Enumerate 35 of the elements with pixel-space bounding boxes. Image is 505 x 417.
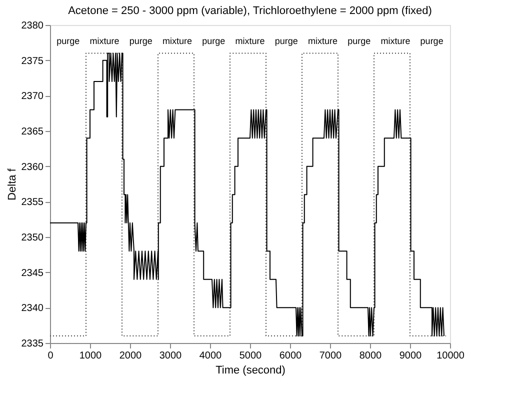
y-tick-label: 2375: [21, 56, 44, 67]
annotation: mixture: [308, 36, 338, 46]
y-tick-label: 2370: [21, 91, 44, 102]
x-axis-title: Time (second): [216, 364, 286, 376]
x-tick-label: 3000: [159, 350, 182, 362]
annotation: mixture: [90, 36, 120, 46]
x-tick-label: 4000: [199, 350, 222, 362]
x-tick-label: 6000: [279, 350, 302, 362]
y-tick-label: 2350: [21, 232, 44, 244]
x-tick-label: 0: [48, 350, 54, 362]
annotation: mixture: [162, 36, 192, 46]
x-tick-label: 1000: [79, 350, 102, 362]
annotation: purge: [274, 36, 298, 46]
annotation: mixture: [380, 36, 410, 46]
annotation: mixture: [235, 36, 265, 46]
x-tick-label: 9000: [399, 350, 422, 362]
y-tick-label: 2340: [21, 303, 44, 314]
x-tick-label: 7000: [319, 350, 342, 362]
y-tick-label: 2380: [21, 20, 44, 32]
y-tick-label: 2355: [21, 197, 44, 208]
y-tick-label: 2345: [21, 268, 44, 279]
x-tick-label: 5000: [239, 350, 262, 362]
annotation: purge: [202, 36, 226, 46]
y-axis-title: Delta f: [6, 168, 18, 200]
x-tick-label: 8000: [359, 350, 382, 362]
y-tick-label: 2335: [21, 338, 44, 350]
annotation: purge: [56, 36, 80, 46]
x-tick-label: 10000: [436, 350, 465, 362]
annotation: purge: [129, 36, 152, 46]
y-tick-label: 2360: [21, 162, 44, 173]
x-tick-label: 2000: [119, 350, 142, 362]
annotation: purge: [348, 36, 371, 46]
y-tick-label: 2365: [21, 126, 44, 138]
chart-title: Acetone = 250 - 3000 ppm (variable), Trichloroethylene = 2000 ppm (fixed): [68, 5, 432, 17]
annotation: purge: [420, 36, 444, 46]
